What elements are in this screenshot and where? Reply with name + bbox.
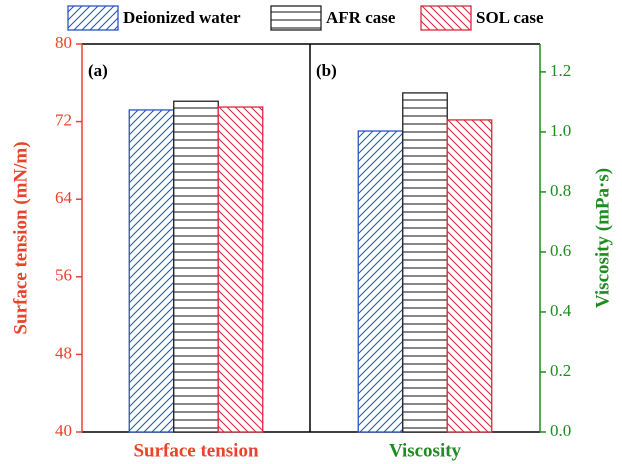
y-tick-label: 80 <box>55 33 72 52</box>
y2-tick-label: 0.2 <box>550 361 571 380</box>
y2-tick-label: 0.6 <box>550 241 571 260</box>
legend-swatch <box>420 5 472 31</box>
y-tick-label: 48 <box>55 343 72 362</box>
legend-label: AFR case <box>326 8 396 27</box>
y2-tick-label: 1.2 <box>550 61 571 80</box>
y-tick-label: 64 <box>55 188 73 207</box>
y2-tick-label: 0.4 <box>550 301 572 320</box>
x-tick-label: Surface tension <box>133 440 259 461</box>
panel-label: (b) <box>316 61 337 80</box>
legend-label: SOL case <box>476 8 544 27</box>
legend-swatch <box>270 5 322 31</box>
bar <box>446 119 493 433</box>
bar <box>402 92 448 433</box>
legend-swatch <box>67 5 119 31</box>
y-tick-label: 40 <box>55 421 72 440</box>
y2-tick-label: 1.0 <box>550 121 571 140</box>
bar <box>357 130 404 433</box>
y2-tick-label: 0.8 <box>550 181 571 200</box>
x-tick-label: Viscosity <box>389 440 462 461</box>
legend-label: Deionized water <box>123 8 241 27</box>
y2-tick-label: 0.0 <box>550 421 571 440</box>
y2-axis-title: Viscosity (mPa·s) <box>592 168 613 308</box>
bar <box>173 100 219 433</box>
y-tick-label: 56 <box>55 266 72 285</box>
bar <box>217 106 264 433</box>
y-tick-label: 72 <box>55 111 72 130</box>
bar <box>128 109 175 433</box>
panel-label: (a) <box>88 61 108 80</box>
y-axis-title: Surface tension (mN/m) <box>10 141 31 334</box>
